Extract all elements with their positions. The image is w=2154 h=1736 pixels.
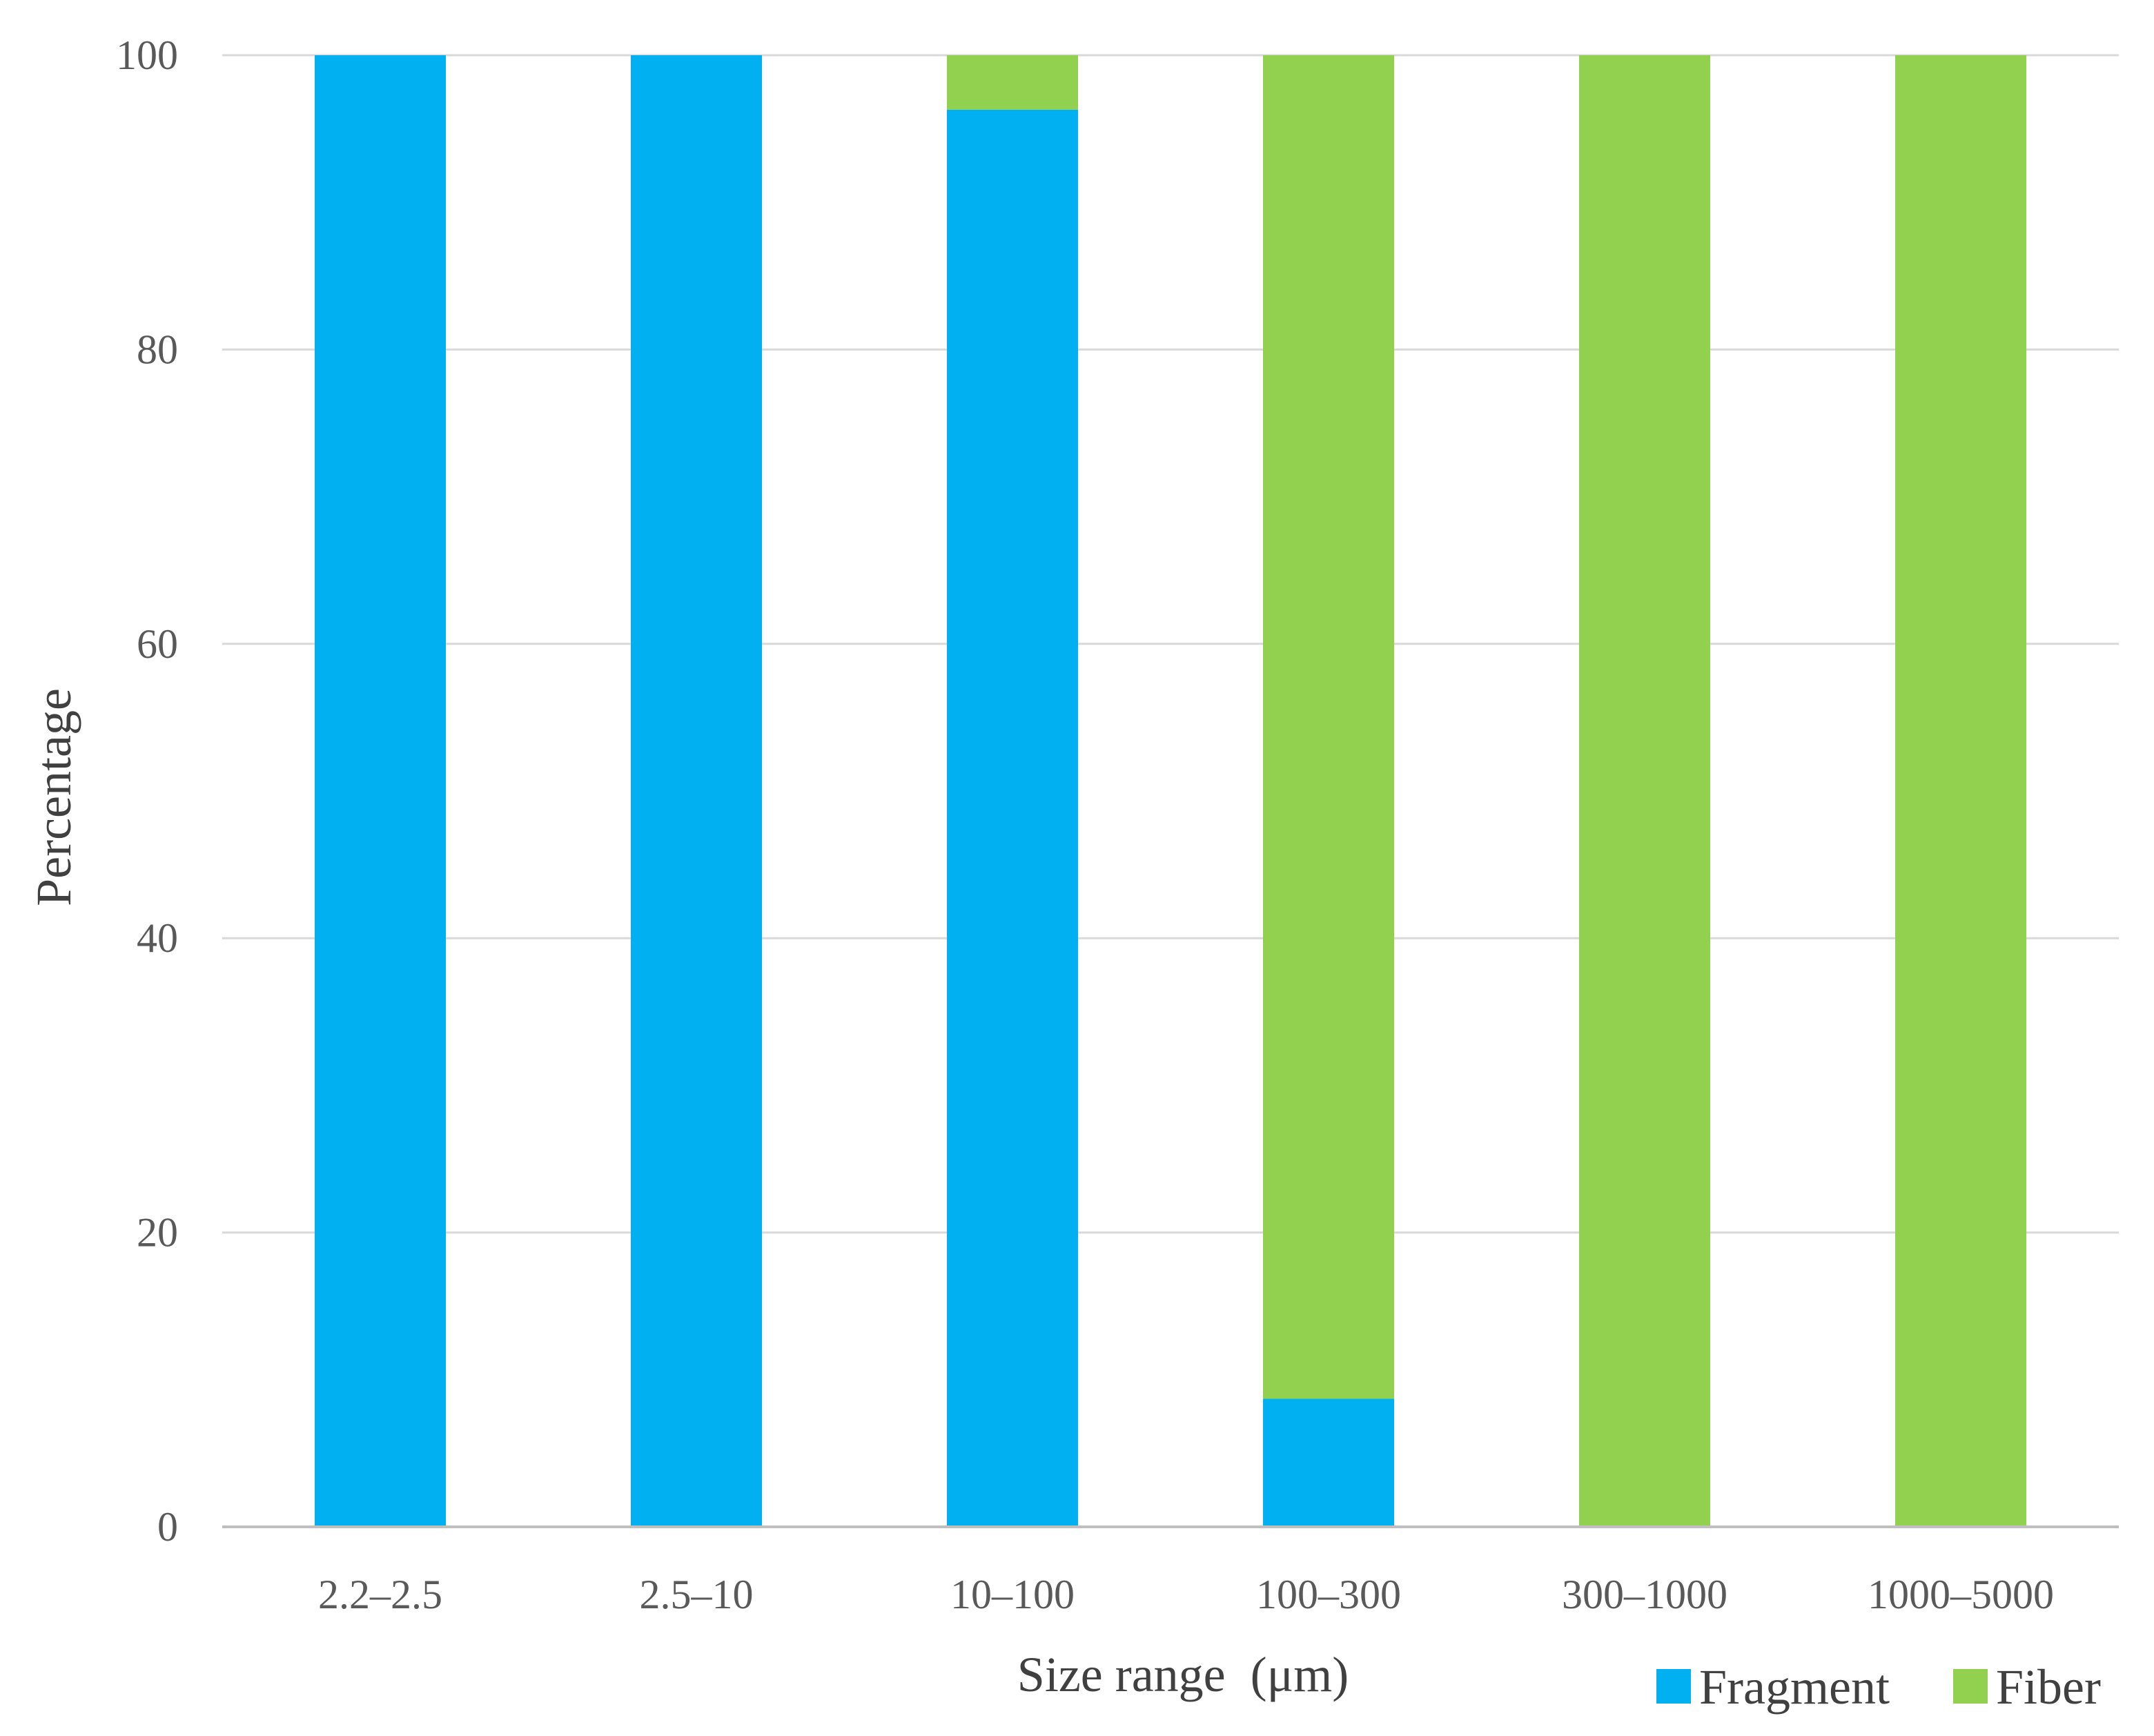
y-tick-label: 40 — [137, 915, 178, 961]
legend-swatch-fragment — [1656, 1669, 1691, 1704]
bar-fragment-1 — [631, 55, 762, 1527]
x-tick-label: 1000–5000 — [1868, 1572, 2054, 1617]
legend-label-fragment: Fragment — [1699, 1659, 1890, 1715]
y-tick-label: 80 — [137, 326, 178, 372]
x-tick-label: 2.2–2.5 — [318, 1572, 442, 1617]
bar-fiber-3 — [1263, 55, 1394, 1399]
bar-fiber-4 — [1579, 55, 1710, 1527]
bar-fiber-5 — [1895, 55, 2026, 1527]
y-tick-label: 60 — [137, 621, 178, 667]
y-axis-title: Percentage — [26, 688, 81, 906]
x-tick-label: 100–300 — [1256, 1572, 1401, 1617]
x-axis-ticks: 2.2–2.5 2.5–10 10–100 100–300 300–1000 1000–5… — [318, 1572, 2054, 1617]
legend-label-fiber: Fiber — [1996, 1659, 2101, 1715]
y-tick-label: 100 — [116, 32, 178, 78]
y-tick-label: 0 — [157, 1504, 178, 1550]
x-tick-label: 300–1000 — [1562, 1572, 1727, 1617]
x-axis-title: Size range (μm) — [1017, 1647, 1349, 1702]
x-tick-label: 10–100 — [950, 1572, 1075, 1617]
x-tick-label: 2.5–10 — [640, 1572, 754, 1617]
gridlines — [222, 54, 2119, 1234]
bar-fiber-2 — [947, 55, 1078, 110]
legend-swatch-fiber — [1953, 1669, 1988, 1704]
bar-fragment-2 — [947, 109, 1078, 1527]
bar-fragment-3 — [1263, 1398, 1394, 1527]
bar-fragment-0 — [315, 55, 446, 1527]
y-axis-ticks: 0 20 40 60 80 100 — [116, 32, 178, 1550]
bars — [315, 55, 2026, 1527]
y-tick-label: 20 — [137, 1210, 178, 1256]
legend: Fragment Fiber — [1656, 1659, 2101, 1715]
